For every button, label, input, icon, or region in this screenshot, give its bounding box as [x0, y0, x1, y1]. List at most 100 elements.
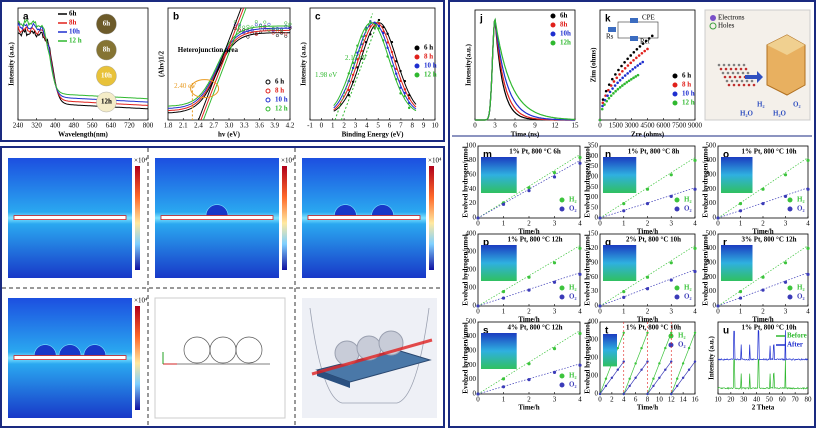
legend-label: 6 h [424, 44, 433, 52]
marker [783, 280, 788, 284]
marker [669, 194, 673, 198]
particle [205, 204, 229, 216]
marker [646, 392, 649, 396]
curve [717, 272, 809, 307]
inset [481, 245, 517, 281]
annotation: H₂O [740, 110, 754, 118]
swatch-label: 6h [103, 20, 111, 28]
slab [13, 215, 127, 221]
marker [623, 82, 626, 86]
legend-label: O₂ [678, 341, 686, 349]
x-tick-label: 6 [513, 122, 517, 130]
x-tick-label: 8 [646, 396, 650, 404]
marker [613, 84, 617, 87]
circuit [608, 27, 616, 32]
marker [693, 331, 697, 334]
panel-title: 1% Pt, 800 °C 8h [628, 148, 680, 156]
x-axis-label: Time/h [752, 228, 773, 236]
curve [17, 28, 149, 110]
marker [390, 50, 394, 54]
x-axis-label: Time/h [637, 316, 658, 324]
y-tick-label: 20 [469, 199, 477, 207]
x-tick-label: 1 [622, 220, 626, 228]
y-tick-label: 0 [473, 214, 477, 222]
plot-frame [717, 321, 809, 395]
colorbar [135, 306, 140, 410]
particle [371, 204, 394, 216]
panel-label: c [315, 12, 321, 23]
x-tick-label: 0 [320, 122, 324, 130]
potential [309, 307, 430, 404]
grid-dot [734, 67, 738, 71]
curve [340, 19, 380, 121]
y-tick-label: 500 [466, 318, 477, 326]
inset [603, 157, 637, 193]
x-tick-label: 6 [388, 122, 392, 130]
marker [687, 368, 691, 371]
x-tick-label: 0 [473, 122, 477, 130]
legend-marker [414, 54, 420, 60]
legend-label: 6h [560, 12, 568, 20]
y-tick-label: 200 [588, 354, 599, 362]
marker [637, 54, 641, 57]
marker [601, 101, 605, 105]
marker [607, 88, 610, 92]
marker [669, 261, 673, 265]
x-tick-label: 3 [784, 308, 788, 316]
x-tick-label: 3.0 [225, 122, 234, 130]
y-tick-label: 200 [706, 185, 717, 193]
x-tick-label: 4 [578, 308, 582, 316]
panel-label: r [723, 238, 727, 249]
legend-label: O₂ [569, 205, 577, 213]
curve [17, 21, 149, 103]
y-tick-label: 0 [473, 302, 477, 310]
y-tick-label: 100 [588, 193, 599, 201]
marker [628, 384, 631, 388]
grid-dot [722, 63, 726, 67]
x-tick-label: 70 [792, 396, 800, 404]
grid-dot [719, 67, 723, 71]
y-tick-label: 90 [591, 258, 599, 266]
marker [645, 202, 650, 206]
marker [693, 360, 697, 363]
x-tick-label: 400 [50, 122, 61, 130]
marker [610, 376, 614, 379]
marker [738, 290, 743, 294]
marker [646, 331, 649, 334]
marker [604, 94, 607, 97]
marker [610, 77, 614, 81]
marker [806, 187, 810, 191]
x-tick-label: 0 [598, 122, 602, 130]
x-tick-label: 3000 [625, 122, 640, 130]
marker [284, 21, 288, 25]
panel-label: t [605, 326, 609, 337]
marker [621, 76, 624, 80]
grid-dot [717, 63, 721, 67]
legend-marker [672, 73, 678, 79]
legend-label: 8 h [682, 81, 691, 89]
marker [693, 246, 697, 250]
annotation: H₂O [773, 110, 787, 118]
curve [599, 269, 696, 307]
marker [275, 27, 279, 31]
marker [627, 79, 631, 83]
marker [635, 47, 639, 51]
marker [604, 384, 608, 388]
marker [386, 55, 389, 58]
marker [280, 30, 284, 34]
panel-label: a [23, 12, 29, 23]
legend-label: O₂ [569, 381, 577, 389]
y-tick-label: 200 [466, 266, 477, 274]
legend-marker [550, 22, 556, 28]
marker [578, 272, 582, 276]
marker [783, 261, 788, 265]
legend-marker [672, 100, 678, 106]
swatch [96, 13, 117, 35]
x-tick-label: -1 [307, 122, 313, 130]
marker [681, 362, 685, 365]
marker [271, 29, 275, 33]
legend-label: H₂ [684, 284, 692, 292]
legend-marker [559, 373, 565, 379]
marker [600, 107, 604, 111]
x-tick-label: 4 [578, 396, 582, 404]
